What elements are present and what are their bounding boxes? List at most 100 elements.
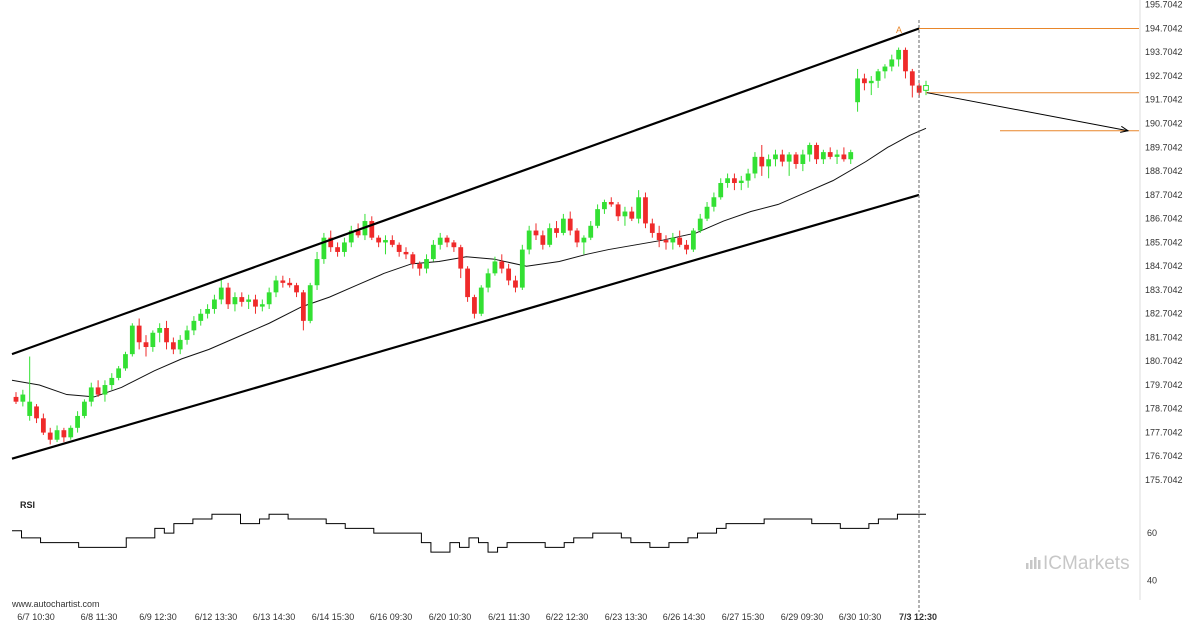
- time-axis: 6/7 10:30 6/8 11:30 6/9 12:30 6/12 13:30 6/1…: [17, 612, 937, 622]
- candle-body: [116, 368, 122, 378]
- candle-body: [239, 297, 245, 302]
- price-tick-label: 183.7042: [1145, 285, 1183, 295]
- price-tick-label: 181.7042: [1145, 332, 1183, 342]
- price-tick-label: 177.7042: [1145, 427, 1183, 437]
- candle-body: [437, 237, 443, 245]
- time-tick-label: 6/22 12:30: [546, 612, 589, 622]
- candles-layer: [13, 47, 929, 445]
- candle-body: [903, 49, 908, 72]
- candle-body: [68, 427, 74, 438]
- candle-body: [212, 299, 217, 309]
- candle-body: [129, 325, 135, 355]
- candle-body: [779, 154, 785, 162]
- candle-body: [123, 354, 128, 369]
- candle-body: [820, 152, 826, 160]
- candle-body: [848, 152, 854, 160]
- rsi-tick-label: 40: [1147, 576, 1157, 586]
- candle-body: [827, 152, 833, 157]
- candle-body: [164, 328, 169, 343]
- candle-body: [157, 328, 163, 333]
- candle-body: [40, 418, 46, 433]
- candle-body: [417, 263, 423, 269]
- candle-body: [184, 330, 190, 340]
- price-tick-label: 184.7042: [1145, 261, 1183, 271]
- candle-body: [916, 85, 922, 93]
- time-tick-label: 6/9 12:30: [139, 612, 177, 622]
- candle-body: [547, 228, 553, 245]
- price-tick-label: 179.7042: [1145, 380, 1183, 390]
- candle-body: [670, 237, 676, 243]
- candle-body: [150, 332, 156, 348]
- brand-logo-bar: [1030, 560, 1033, 569]
- candle-body: [554, 228, 559, 233]
- candle-body: [725, 178, 730, 184]
- price-tick-label: 176.7042: [1145, 451, 1183, 461]
- candle-body: [540, 235, 546, 245]
- projection-arrow-line: [926, 92, 1129, 132]
- candle-body: [205, 308, 210, 314]
- candle-body: [170, 342, 176, 350]
- candle-body: [718, 183, 724, 198]
- candle-body: [88, 387, 94, 402]
- brand-logo-bar: [1038, 560, 1041, 569]
- projection-arrow-head: [1120, 125, 1130, 133]
- candle-body: [574, 230, 580, 243]
- candle-body: [34, 406, 39, 419]
- candle-body: [218, 287, 224, 300]
- time-tick-label: 6/7 10:30: [17, 612, 55, 622]
- price-tick-label: 192.7042: [1145, 71, 1183, 81]
- candle-body: [615, 204, 621, 217]
- candle-body: [47, 432, 53, 440]
- rsi-panel: RSI 60 40: [12, 500, 1157, 586]
- candle-body: [82, 401, 87, 416]
- source-watermark: www.autochartist.com: [11, 599, 100, 609]
- candle-body: [348, 230, 354, 243]
- candle-body: [27, 401, 33, 416]
- candle-body: [560, 218, 566, 233]
- candle-body: [294, 285, 299, 293]
- candle-body: [533, 230, 539, 236]
- candle-body: [896, 49, 902, 60]
- candle-body: [259, 304, 265, 307]
- price-tick-label: 189.7042: [1145, 142, 1183, 152]
- candle-body: [704, 206, 710, 219]
- candle-body: [875, 71, 881, 81]
- candle-body: [800, 154, 806, 164]
- candle-body: [430, 244, 436, 260]
- time-tick-label: 6/8 11:30: [81, 612, 118, 622]
- candle-body: [677, 237, 683, 245]
- candle-body: [109, 377, 115, 386]
- levels-layer: A: [896, 20, 1139, 612]
- candle-body: [608, 202, 614, 205]
- candle-body: [513, 280, 518, 288]
- time-tick-label: 6/23 13:30: [605, 612, 648, 622]
- candle-body: [889, 59, 895, 67]
- candle-body: [732, 178, 737, 184]
- candle-body: [376, 237, 382, 243]
- candle-body: [807, 144, 813, 155]
- price-tick-label: 193.7042: [1145, 47, 1183, 57]
- candle-body: [314, 259, 320, 286]
- candle-body: [424, 259, 429, 269]
- candle-body: [253, 299, 258, 307]
- time-tick-label: 6/16 09:30: [370, 612, 413, 622]
- candle-body: [478, 287, 484, 314]
- time-tick-label: 6/12 13:30: [195, 612, 238, 622]
- candle-body: [519, 249, 525, 288]
- candle-body: [595, 209, 600, 226]
- candle-body: [13, 396, 19, 402]
- time-tick-label: 6/27 15:30: [722, 612, 765, 622]
- candle-body: [649, 223, 655, 233]
- brand-logo-bar: [1026, 563, 1029, 569]
- price-tick-label: 175.7042: [1145, 475, 1183, 485]
- candle-body: [588, 225, 594, 238]
- candle-body: [684, 244, 689, 250]
- candle-body: [643, 197, 648, 224]
- candle-body: [793, 154, 799, 164]
- candle-body: [307, 285, 313, 321]
- candle-body: [862, 78, 867, 84]
- candle-body: [177, 339, 183, 350]
- candle-body: [383, 240, 388, 243]
